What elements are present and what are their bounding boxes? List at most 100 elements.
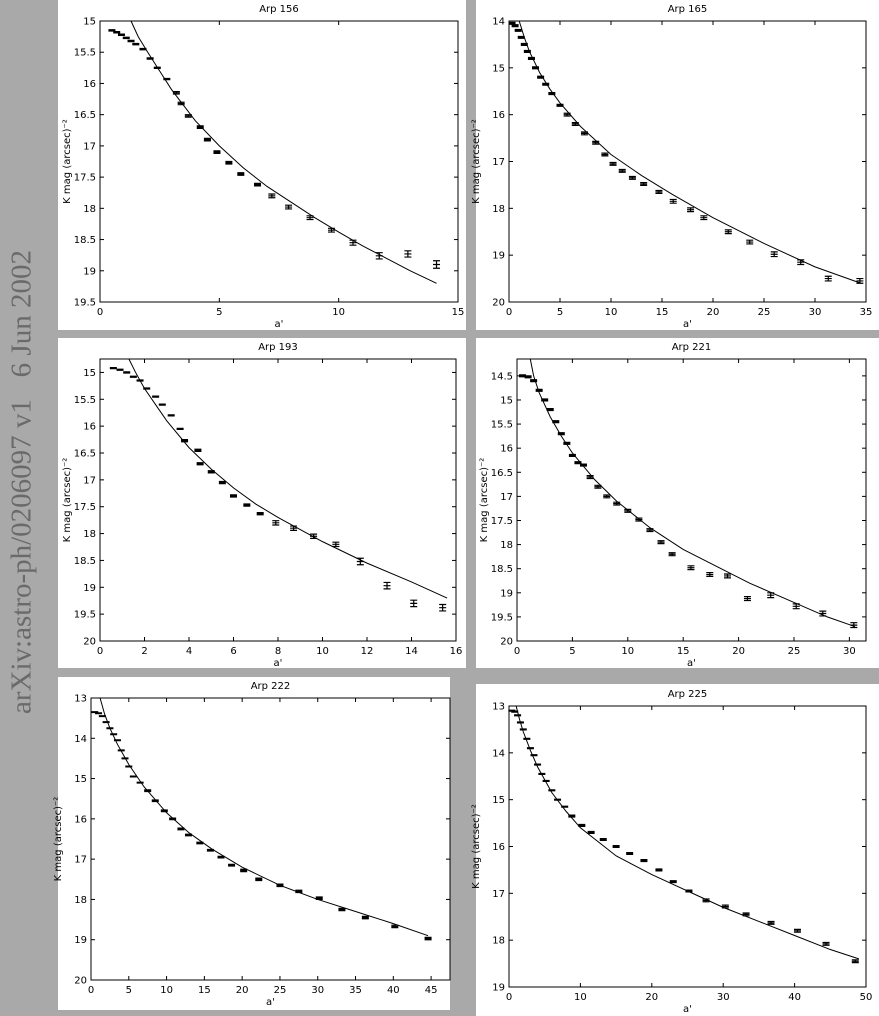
chart-panel: Arp 222 a' K mag (arcsec)⁻² 0 5 10 15 20 25 30 35 4… xyxy=(53,677,451,1010)
y-tick-label: 17 xyxy=(492,889,505,900)
x-tick-label: 5 xyxy=(557,307,563,318)
y-tick-label: 14 xyxy=(492,17,505,28)
data-point xyxy=(580,131,588,136)
data-point xyxy=(532,66,540,70)
x-tick-label: 50 xyxy=(860,992,873,1003)
x-tick-label: 0 xyxy=(88,985,94,996)
x-tick-label: 10 xyxy=(605,307,618,318)
data-point xyxy=(129,775,137,778)
data-point xyxy=(217,855,225,859)
y-tick-label: 15.5 xyxy=(74,395,96,406)
x-tick-label: 10 xyxy=(160,985,173,996)
data-point xyxy=(700,215,708,221)
y-axis-label: K mag (arcsec)⁻² xyxy=(53,797,64,882)
panel-background xyxy=(58,677,450,1010)
data-point xyxy=(439,603,447,612)
data-point xyxy=(640,181,648,186)
data-point xyxy=(151,799,159,803)
data-point xyxy=(254,182,262,187)
y-tick-label: 20 xyxy=(492,298,505,309)
x-tick-label: 40 xyxy=(387,985,400,996)
y-tick-label: 13 xyxy=(492,702,505,713)
data-point xyxy=(424,936,432,941)
data-point xyxy=(255,877,263,882)
x-tick-label: 20 xyxy=(707,307,720,318)
fit-curve xyxy=(130,20,437,284)
x-tick-label: 15 xyxy=(656,307,669,318)
y-tick-label: 15 xyxy=(500,395,513,406)
data-point xyxy=(743,596,751,602)
data-point xyxy=(742,912,750,917)
data-point xyxy=(767,920,775,925)
data-point xyxy=(184,114,192,118)
data-point xyxy=(196,462,204,466)
data-point xyxy=(556,103,564,107)
data-point xyxy=(116,368,124,371)
y-tick-label: 17 xyxy=(74,855,87,866)
data-point xyxy=(268,193,276,199)
data-point xyxy=(163,77,171,81)
data-point xyxy=(599,837,607,842)
x-axis-label: a' xyxy=(683,1004,692,1015)
chart-panel: Arp 225 a' K mag (arcsec)⁻² 0 10 20 30 40 50 13 14… xyxy=(471,684,879,1016)
data-point xyxy=(117,749,125,752)
plot-frame xyxy=(99,20,459,303)
data-point xyxy=(646,528,654,533)
y-tick-label: 19.5 xyxy=(74,298,96,309)
panel-background xyxy=(58,0,466,330)
data-point xyxy=(824,275,832,282)
data-point xyxy=(290,525,298,531)
y-tick-label: 16.5 xyxy=(74,110,96,121)
data-point xyxy=(410,599,418,608)
data-point xyxy=(822,941,830,946)
chart-title: Arp 222 xyxy=(251,681,291,692)
data-point xyxy=(106,727,114,730)
x-tick-label: 5 xyxy=(216,307,222,318)
y-tick-label: 15.5 xyxy=(74,48,96,59)
plot-frame xyxy=(90,697,451,981)
data-point xyxy=(332,541,340,548)
data-point xyxy=(146,57,154,60)
data-point xyxy=(127,39,135,43)
data-point xyxy=(514,28,522,32)
data-point xyxy=(746,239,754,245)
x-axis-label: a' xyxy=(687,658,696,669)
y-tick-label: 20 xyxy=(83,637,96,648)
data-point xyxy=(702,898,710,903)
chart-panel: Arp 221 a' K mag (arcsec)⁻² 0 5 10 15 20 25 30 14.… xyxy=(476,338,879,669)
x-tick-label: 35 xyxy=(349,985,362,996)
data-point xyxy=(517,35,525,39)
data-point xyxy=(110,733,118,736)
data-point xyxy=(655,189,663,194)
x-tick-label: 45 xyxy=(425,985,438,996)
data-point xyxy=(176,427,184,430)
y-axis-label: K mag (arcsec)⁻² xyxy=(62,458,73,543)
panel-background xyxy=(58,338,466,668)
x-tick-label: 25 xyxy=(758,307,771,318)
panel-background xyxy=(476,684,879,1016)
y-tick-label: 15 xyxy=(74,774,87,785)
data-point xyxy=(95,712,103,715)
data-point xyxy=(383,581,391,590)
chart-panel: Arp 193 a' K mag (arcsec)⁻² 0 2 4 6 8 10 12 14 16 15… xyxy=(58,338,466,669)
data-point xyxy=(213,150,221,154)
data-point xyxy=(541,398,549,402)
data-point xyxy=(618,168,626,173)
data-point xyxy=(508,21,516,25)
data-point xyxy=(184,833,192,837)
data-point xyxy=(530,754,538,757)
data-point xyxy=(237,172,245,176)
data-point xyxy=(256,512,264,516)
y-tick-label: 19.5 xyxy=(74,610,96,621)
data-point xyxy=(139,47,147,51)
data-point xyxy=(613,501,621,506)
data-point xyxy=(624,508,632,513)
data-point xyxy=(218,480,226,485)
y-tick-label: 17.5 xyxy=(74,173,96,184)
data-point xyxy=(586,475,594,480)
x-tick-label: 15 xyxy=(452,307,465,318)
data-point xyxy=(391,924,399,929)
data-point xyxy=(587,830,595,834)
data-point xyxy=(797,259,805,266)
data-point xyxy=(537,75,545,79)
